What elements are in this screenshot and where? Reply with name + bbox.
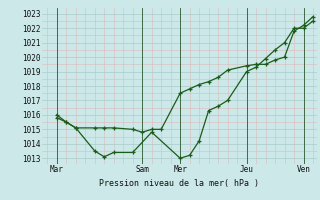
X-axis label: Pression niveau de la mer( hPa ): Pression niveau de la mer( hPa ) [99,179,259,188]
